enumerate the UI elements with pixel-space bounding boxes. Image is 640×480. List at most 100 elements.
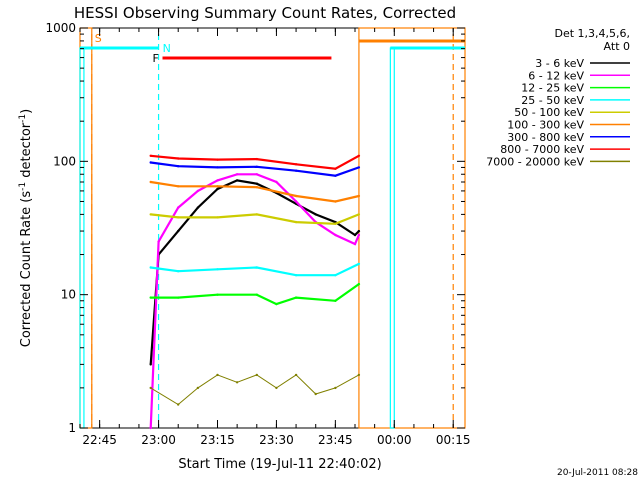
series-point (294, 296, 298, 299)
series-point (216, 293, 219, 296)
series-point (149, 296, 152, 299)
series-point (357, 229, 361, 233)
series-point (294, 373, 298, 377)
series-line-3 (150, 283, 360, 306)
orange-outline-box (358, 27, 466, 429)
series-point (177, 216, 180, 219)
series-point (334, 274, 337, 277)
series-point (255, 266, 258, 269)
series-point (149, 426, 152, 430)
series-point (177, 157, 180, 160)
n-flag-label: N (163, 42, 171, 55)
series-point (334, 167, 337, 170)
series-point (177, 229, 180, 233)
series-point (216, 185, 219, 188)
series-point (357, 233, 361, 237)
series-point (177, 206, 180, 209)
series-point (255, 157, 258, 161)
series-point (294, 220, 298, 224)
series-point (255, 373, 258, 377)
series-point (275, 180, 278, 184)
series-point (149, 154, 152, 157)
series-point (149, 180, 152, 184)
plot-area-frame (79, 27, 466, 429)
series-point (314, 392, 317, 396)
series-point (216, 373, 219, 377)
x-tick-label: 23:15 (200, 433, 235, 447)
orange-outline-box (79, 27, 93, 429)
f-flag-label: F (153, 52, 159, 65)
legend-label: 3 - 6 keV (535, 57, 584, 70)
series-point (353, 242, 357, 246)
legend-label: 12 - 25 keV (521, 82, 584, 95)
x-tick-label: 22:45 (82, 433, 117, 447)
legend-label: 7000 - 20000 keV (486, 155, 584, 168)
series-point (334, 174, 337, 177)
series-point (177, 403, 180, 406)
y-tick-label: 10 (61, 288, 76, 302)
series-point (149, 386, 152, 390)
series-point (255, 293, 258, 296)
series-point (216, 166, 219, 169)
series-point (294, 169, 298, 172)
series-point (334, 386, 337, 390)
series-point (294, 194, 298, 198)
series-point (149, 161, 152, 164)
series-point (353, 233, 357, 237)
series-point (255, 165, 258, 168)
series-point (235, 381, 239, 384)
x-tick-label: 00:15 (436, 433, 471, 447)
series-point (177, 296, 180, 299)
series-point (149, 363, 152, 366)
series-layer (149, 154, 361, 430)
series-point (216, 179, 219, 182)
y-axis-label-end: ) (19, 109, 34, 114)
cyan-outline-box (389, 47, 395, 429)
series-point (196, 189, 200, 193)
series-point (275, 386, 278, 390)
series-point (235, 173, 239, 176)
series-point (357, 282, 361, 286)
series-line-6 (150, 180, 360, 203)
series-point (235, 179, 239, 182)
cyan-outline-box (79, 47, 85, 429)
series-point (255, 173, 258, 176)
series-point (357, 373, 361, 377)
legend-header-line1: Det 1,3,4,5,6, (554, 27, 630, 40)
y-tick-label: 1 (68, 421, 76, 435)
chart-title: HESSI Observing Summary Count Rates, Cor… (74, 4, 456, 22)
x-tick-label: 23:45 (318, 433, 353, 447)
series-point (334, 233, 337, 237)
legend-header-line2: Att 0 (604, 40, 630, 53)
series-point (275, 302, 278, 306)
timestamp: 20-Jul-2011 08:28 (557, 468, 638, 478)
legend-label: 25 - 50 keV (521, 94, 584, 107)
series-point (255, 213, 258, 216)
series-point (177, 185, 180, 188)
x-tick-label: 23:30 (259, 433, 294, 447)
x-tick-label: 00:00 (377, 433, 412, 447)
series-point (255, 186, 258, 189)
series-point (334, 200, 337, 203)
series-point (177, 165, 180, 168)
y-axis-label-sup1: -1 (18, 182, 28, 191)
y-axis-label-sup2: -1 (18, 114, 28, 123)
series-point (294, 200, 298, 203)
series-point (357, 262, 361, 266)
legend-label: 800 - 7000 keV (500, 143, 584, 156)
axis-ticks: 22:45 23:00 23:15 23:30 23:45 00:00 00:15 1 10 10… (45, 21, 470, 447)
s-flag-label: S (95, 32, 102, 45)
series-line-4 (150, 262, 360, 277)
series-point (157, 240, 160, 243)
legend-label: 100 - 300 keV (507, 119, 584, 132)
y-axis-label-main: Corrected Count Rate (s (19, 191, 34, 348)
y-tick-label: 100 (53, 154, 76, 168)
legend-label: 50 - 100 keV (514, 106, 584, 119)
series-point (334, 222, 337, 225)
series-line-1 (149, 179, 360, 365)
series-point (357, 194, 361, 198)
series-point (334, 299, 337, 302)
series-point (314, 213, 317, 216)
